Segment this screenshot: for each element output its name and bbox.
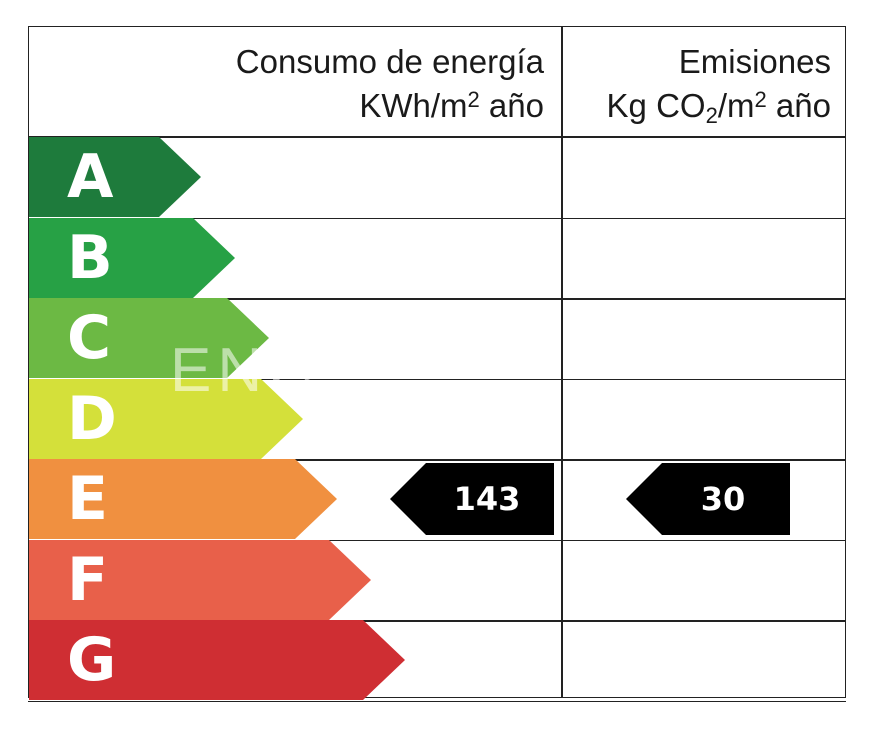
emissions-rating-pointer: 30 [626, 463, 790, 535]
band-arrow-shape [29, 539, 371, 620]
band-letter: D [67, 383, 117, 454]
band-letter: G [67, 625, 117, 695]
rating-value: 30 [700, 480, 746, 518]
row-divider [28, 136, 846, 138]
band-letter: E [67, 464, 108, 534]
band-arrow-shape [29, 137, 201, 217]
energy-band-b: B [29, 217, 235, 298]
band-arrow-shape [29, 378, 303, 459]
row-divider [28, 459, 846, 461]
row-divider [28, 700, 846, 702]
row-divider [28, 298, 846, 300]
energy-band-d: D [29, 378, 303, 459]
band-letter: B [67, 222, 113, 293]
energy-band-c: C [29, 298, 269, 378]
column-divider [561, 26, 563, 698]
energy-header-title: Consumo de energía [235, 43, 544, 80]
emissions-header-unit: Kg CO2/m2 año [606, 87, 831, 128]
pointer-arrow-shape [626, 463, 790, 535]
energy-band-g: G [29, 620, 405, 700]
rating-value: 143 [453, 480, 521, 518]
row-divider [28, 620, 846, 622]
band-arrow-shape [29, 459, 337, 539]
band-arrow-shape [29, 620, 405, 700]
row-divider [28, 539, 846, 541]
energy-consumption-header: Consumo de energía KWh/m2 año [150, 40, 544, 128]
energy-band-f: F [29, 539, 371, 620]
energy-band-e: E [29, 459, 337, 539]
row-divider [28, 217, 846, 219]
band-arrow-shape [29, 298, 269, 378]
band-arrow-shape [29, 217, 235, 298]
emissions-header: Emisiones Kg CO2/m2 año [566, 40, 831, 128]
energy-rating-pointer: 143 [390, 463, 554, 535]
band-letter: C [67, 303, 112, 373]
pointer-arrow-shape [390, 463, 554, 535]
band-letter: F [67, 544, 108, 615]
emissions-header-title: Emisiones [678, 43, 831, 80]
row-divider [28, 378, 846, 380]
band-letter: A [67, 142, 114, 212]
energy-band-a: A [29, 137, 201, 217]
energy-label-table [28, 26, 846, 698]
energy-header-unit: KWh/m2 año [359, 87, 544, 124]
